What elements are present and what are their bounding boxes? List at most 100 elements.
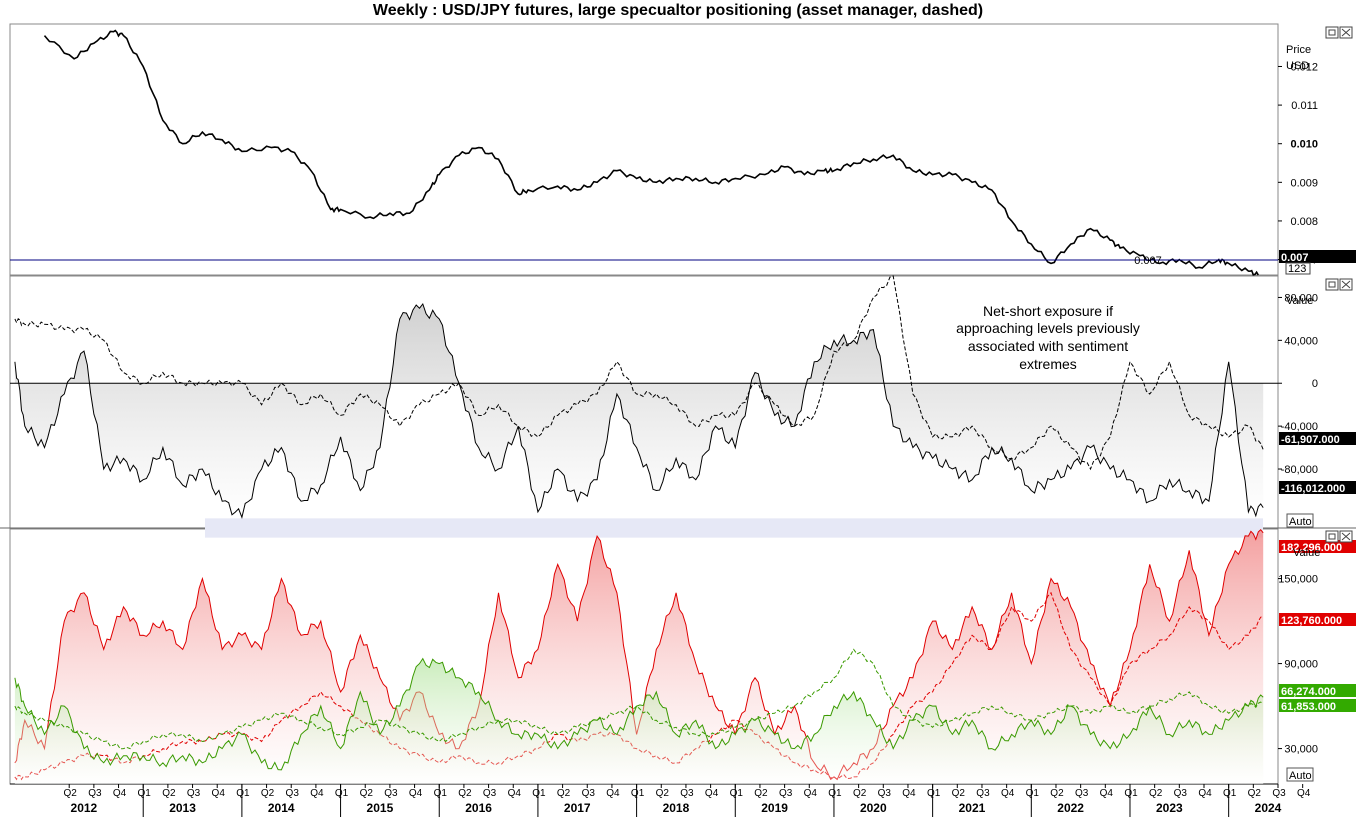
net-panel-controls [1325, 278, 1353, 291]
price-series-group: 0.007 [10, 29, 1278, 276]
gross-badge-3-text: 61,853.000 [1281, 701, 1336, 713]
gross-badge-3-bg [1279, 699, 1356, 712]
x-quarter-label-12: Q2 [360, 788, 374, 799]
net-line-large-specs [14, 302, 1264, 519]
x-quarter-label-9: Q3 [286, 788, 300, 799]
price-sub-badge-bg [1285, 262, 1311, 275]
gross-restore-icon[interactable] [1325, 530, 1339, 543]
x-quarter-label-50: Q4 [1297, 788, 1311, 799]
price-panel [9, 23, 1279, 276]
price-tick-label-2: 0.010 [1290, 139, 1318, 151]
net-area-fill [14, 304, 1264, 518]
net-badge-1-bg [1279, 432, 1356, 445]
gross-badge-1-bg [1279, 613, 1356, 626]
gross-series-group [14, 528, 1264, 784]
net-tick-label-0: 80,000 [1284, 292, 1318, 304]
price-panel-controls [1325, 26, 1353, 39]
gross-axis-title: Value [1293, 547, 1320, 559]
x-quarter-label-3: Q1 [138, 788, 152, 799]
x-quarter-label-7: Q1 [236, 788, 250, 799]
annotation-line-4: extremes [1019, 356, 1077, 372]
price-close-icon[interactable] [1339, 26, 1353, 39]
x-year-label-4: 2016 [465, 801, 492, 815]
price-last-badge-text: 0.007 [1281, 252, 1309, 264]
x-quarter-label-4: Q2 [162, 788, 176, 799]
x-year-label-8: 2020 [860, 801, 887, 815]
x-year-label-11: 2023 [1156, 801, 1183, 815]
x-quarter-label-22: Q4 [606, 788, 620, 799]
price-tick-label-3: 0.009 [1290, 177, 1318, 189]
x-quarter-label-46: Q4 [1198, 788, 1212, 799]
x-quarter-label-32: Q2 [853, 788, 867, 799]
gross-badge-2-text: 66,274.000 [1281, 686, 1336, 698]
x-year-label-1: 2013 [169, 801, 196, 815]
gross-close-icon[interactable] [1339, 530, 1353, 543]
x-quarter-label-40: Q2 [1050, 788, 1064, 799]
x-quarter-label-27: Q1 [730, 788, 744, 799]
price-axis-unit: USD [1286, 60, 1309, 72]
net-series-group [10, 275, 1278, 538]
x-quarter-label-38: Q4 [1001, 788, 1015, 799]
net-tick-label-1: 40,000 [1284, 335, 1318, 347]
x-quarter-label-21: Q3 [582, 788, 596, 799]
x-quarter-label-14: Q4 [409, 788, 423, 799]
x-quarter-label-11: Q1 [335, 788, 349, 799]
net-auto-label: Auto [1289, 516, 1312, 528]
x-quarter-label-1: Q3 [88, 788, 102, 799]
x-year-label-9: 2021 [959, 801, 986, 815]
x-quarter-label-48: Q2 [1248, 788, 1262, 799]
x-quarter-label-5: Q3 [187, 788, 201, 799]
price-tick-label-0: 0.012 [1290, 61, 1318, 73]
x-quarter-label-25: Q3 [680, 788, 694, 799]
gross-line-green-dashed [14, 648, 1264, 750]
price-restore-icon[interactable] [1325, 26, 1339, 39]
price-axis-title: Price [1286, 44, 1311, 56]
gross-tick-label-2: 30,000 [1284, 744, 1318, 756]
x-quarter-label-6: Q4 [212, 788, 226, 799]
x-quarter-label-45: Q3 [1174, 788, 1188, 799]
x-quarter-label-23: Q1 [631, 788, 645, 799]
x-quarter-label-31: Q1 [828, 788, 842, 799]
x-quarter-label-13: Q3 [384, 788, 398, 799]
annotation-line-2: approaching levels previously [956, 320, 1140, 336]
net-tick-label-4: -80,000 [1281, 464, 1318, 476]
x-year-label-2: 2014 [268, 801, 295, 815]
x-year-label-5: 2017 [564, 801, 591, 815]
gross-badge-2-bg [1279, 684, 1356, 697]
x-quarter-label-16: Q2 [458, 788, 472, 799]
net-restore-icon[interactable] [1325, 278, 1339, 291]
sentiment-extreme-band [205, 518, 1263, 538]
gross-badge-0-text: 182,296.000 [1281, 542, 1342, 554]
x-year-label-10: 2022 [1057, 801, 1084, 815]
x-quarter-label-34: Q4 [902, 788, 916, 799]
net-tick-label-2: 0 [1312, 378, 1318, 390]
gross-panel-controls [1325, 530, 1353, 543]
gross-auto-button[interactable]: Auto [1286, 767, 1314, 782]
net-badge-2-text: -116,012.000 [1281, 483, 1345, 495]
gross-badge-0-bg [1279, 540, 1356, 553]
net-close-icon[interactable] [1339, 278, 1353, 291]
x-quarter-label-47: Q1 [1223, 788, 1237, 799]
x-year-label-6: 2018 [663, 801, 690, 815]
x-quarter-label-18: Q4 [508, 788, 522, 799]
price-line [43, 29, 1259, 276]
x-year-label-7: 2019 [761, 801, 788, 815]
x-quarter-label-36: Q2 [952, 788, 966, 799]
x-quarter-label-35: Q1 [927, 788, 941, 799]
net-tick-label-3: -40,000 [1281, 421, 1318, 433]
x-quarter-label-26: Q4 [705, 788, 719, 799]
x-quarter-label-15: Q1 [434, 788, 448, 799]
price-tick-label-4: 0.008 [1290, 216, 1318, 228]
net-auto-button[interactable]: Auto [1286, 513, 1314, 528]
x-quarter-label-29: Q3 [779, 788, 793, 799]
net-line-asset-manager [14, 275, 1264, 471]
gross-line-green-solid [14, 657, 1264, 771]
x-year-label-3: 2015 [367, 801, 394, 815]
net-badge-2-bg [1279, 481, 1356, 494]
net-short-annotation: Net-short exposure if approaching levels… [956, 303, 1140, 372]
x-quarter-label-10: Q4 [310, 788, 324, 799]
x-quarter-label-44: Q2 [1149, 788, 1163, 799]
gross-auto-label: Auto [1289, 770, 1312, 782]
gross-tick-label-0: 150,000 [1278, 574, 1318, 586]
